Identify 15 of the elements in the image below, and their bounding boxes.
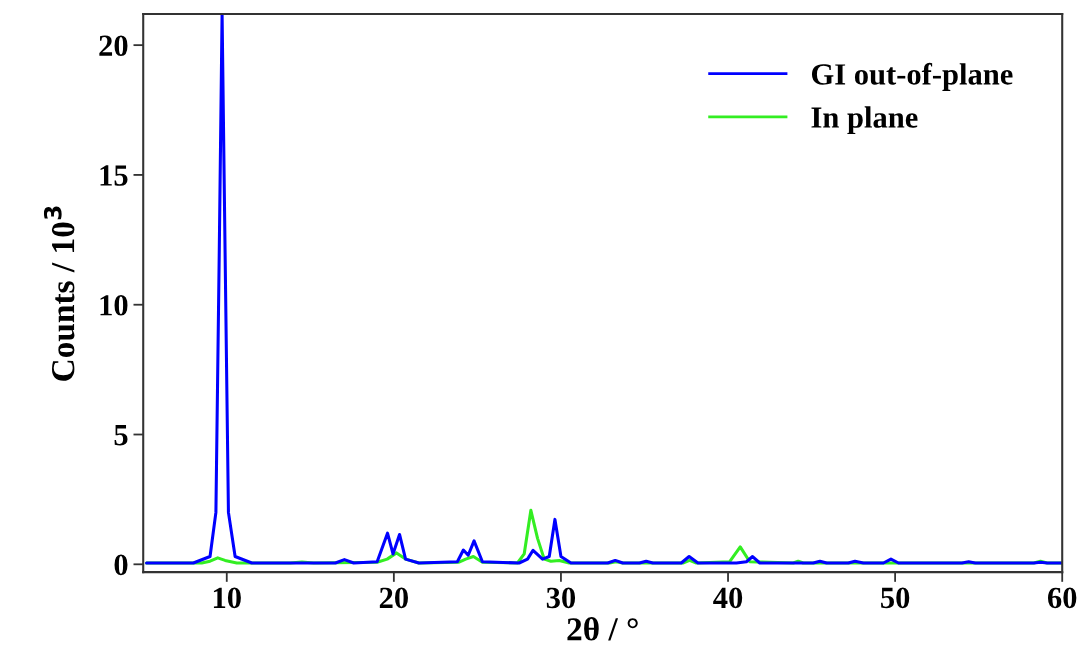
x-tick-label: 20 <box>379 587 408 609</box>
x-tick-label: 60 <box>1047 587 1077 609</box>
legend-label: GI out-of-plane <box>811 62 1013 91</box>
legend-label: In plane <box>811 106 918 135</box>
x-tick-label: 10 <box>213 587 241 609</box>
x-tick-label: 40 <box>713 587 743 609</box>
y-tick-label: 5 <box>114 425 128 446</box>
x-tick-label: 50 <box>881 587 910 609</box>
x-tick-label: 30 <box>546 587 576 609</box>
y-axis-title: Counts / 10$^{3}$ <box>43 206 75 381</box>
y-tick-label: 15 <box>100 165 128 186</box>
y-tick-label: 10 <box>100 295 128 316</box>
x-axis-title: 2θ / ° <box>567 616 638 641</box>
y-tick-label: 0 <box>114 554 128 576</box>
y-tick-label: 20 <box>99 35 128 57</box>
